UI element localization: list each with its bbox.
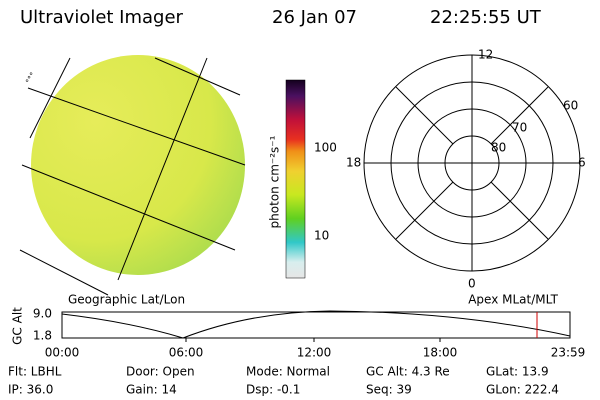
status-field: Dsp: -0.1 [246, 383, 300, 397]
y-tick-label: 9.0 [33, 307, 52, 321]
polar-grid [363, 54, 581, 272]
status-field: Door: Open [126, 365, 195, 379]
date: 26 Jan 07 [272, 7, 357, 28]
status-field: Flt: LBHL [8, 365, 62, 379]
y-tick-label: 1.8 [33, 329, 52, 343]
colorbar-tick: 10 [314, 229, 329, 243]
svg-text:°°°: °°° [24, 71, 38, 86]
time: 22:25:55 UT [430, 7, 542, 28]
plot-title: Apex MLat/MLT [468, 293, 558, 307]
earth-image: °°° [19, 55, 246, 296]
x-tick-label: 23:59 [551, 346, 586, 360]
colorbar-tick: 100 [314, 141, 337, 155]
status-field: GLon: 222.4 [486, 383, 559, 397]
x-tick-label: 00:00 [45, 346, 80, 360]
status-field: Seq: 39 [366, 383, 412, 397]
plot-title: Geographic Lat/Lon [68, 293, 185, 307]
status-field: Mode: Normal [246, 365, 330, 379]
colorbar-label: photon cm⁻²s⁻¹ [268, 135, 282, 228]
lat-label: 60 [563, 99, 578, 113]
x-tick-label: 12:00 [297, 346, 332, 360]
mlt-label: 12 [478, 48, 493, 62]
title: Ultraviolet Imager [20, 7, 184, 28]
lat-label: 80 [491, 141, 506, 155]
mlt-label: 18 [346, 156, 361, 170]
status-field: GLat: 13.9 [486, 365, 549, 379]
status-field: GC Alt: 4.3 Re [366, 365, 450, 379]
status-field: IP: 36.0 [8, 383, 53, 397]
altitude-plot [61, 310, 571, 342]
y-label: GC Alt [11, 307, 25, 345]
status-field: Gain: 14 [126, 383, 177, 397]
x-tick-label: 06:00 [169, 346, 204, 360]
mlt-label: 6 [578, 156, 586, 170]
colorbar [285, 79, 306, 279]
lat-label: 70 [512, 121, 527, 135]
mlt-label: 0 [468, 277, 476, 291]
x-tick-label: 18:00 [423, 346, 458, 360]
